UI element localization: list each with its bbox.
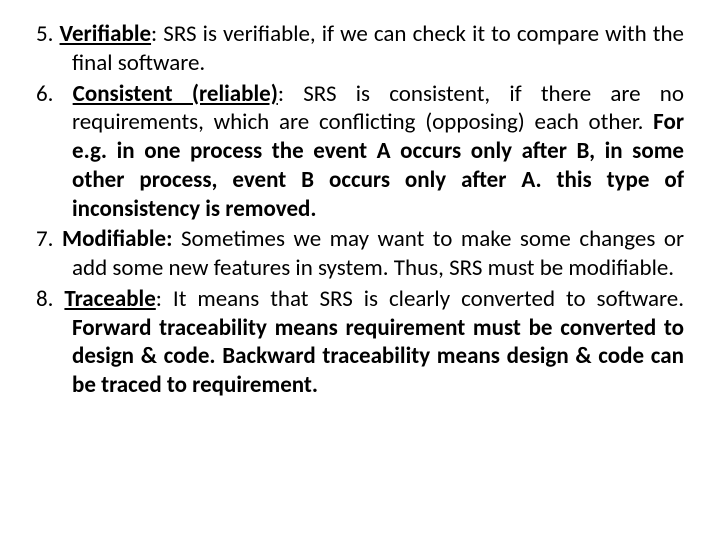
- item-bold-run: Forward traceability means requirement m…: [72, 314, 684, 400]
- list-item: 5. Verifiable: SRS is verifiable, if we …: [36, 20, 684, 78]
- item-term: Consistent (reliable): [73, 80, 278, 108]
- slide-content: 5. Verifiable: SRS is verifiable, if we …: [0, 0, 720, 540]
- list-item: 8. Traceable: It means that SRS is clear…: [36, 285, 684, 400]
- list-item: 7. Modifiable: Sometimes we may want to …: [36, 225, 684, 283]
- item-term: Traceable: [64, 285, 155, 313]
- item-number: 5.: [36, 20, 60, 48]
- item-number: 7.: [36, 225, 62, 253]
- item-term: Verifiable: [60, 20, 152, 48]
- item-term: Modifiable:: [62, 225, 172, 253]
- item-body: : It means that SRS is clearly converted…: [156, 285, 684, 313]
- item-number: 6.: [36, 80, 73, 108]
- item-body: : SRS is verifiable, if we can check it …: [72, 20, 684, 77]
- item-number: 8.: [36, 285, 64, 313]
- list-item: 6. Consistent (reliable): SRS is consist…: [36, 80, 684, 224]
